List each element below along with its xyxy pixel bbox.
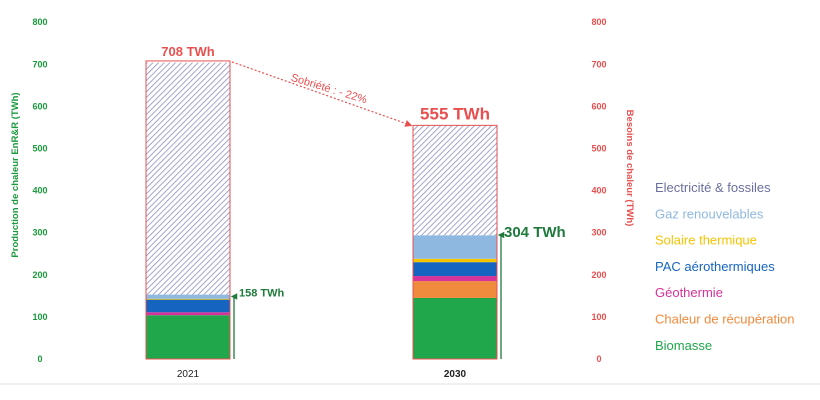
legend: Electricité & fossiles Gaz renouvelables S… [655,180,794,353]
y-axis-right-ticks: 0 100 200 300 400 500 600 700 800 [591,17,606,364]
y-tick-left-label: 700 [32,59,47,69]
legend-item: Gaz renouvelables [655,206,764,221]
y-tick-right-label: 100 [591,312,606,322]
legend-item: PAC aérothermiques [655,259,775,274]
bar-segment [413,281,497,298]
production-label-2030: 304 TWh [504,224,566,241]
bars: 2021 2030 [145,60,498,380]
legend-item: Solaire thermique [655,233,757,248]
y-tick-left-label: 400 [32,186,47,196]
y-tick-right-label: 500 [591,144,606,154]
needs-label-2021: 708 TWh [161,44,215,59]
sobriete-arrow [231,61,413,127]
x-tick-label: 2021 [177,369,200,380]
y-axis-left-ticks: 0 100 200 300 400 500 600 700 800 [32,17,47,364]
legend-item: Biomasse [655,338,712,353]
y-tick-right-label: 400 [591,186,606,196]
bar-segment [146,62,230,295]
bar-segment [413,258,497,263]
y-tick-left-label: 800 [32,17,47,27]
bar-segment [146,315,230,359]
bar-segment [413,262,497,277]
y-tick-right-label: 0 [596,354,601,364]
y-tick-left-label: 200 [32,270,47,280]
production-label-2021: 158 TWh [239,287,285,299]
bar-segment [146,298,230,300]
needs-outline [145,60,231,360]
y-tick-left-label: 600 [32,101,47,111]
y-tick-right-label: 600 [591,101,606,111]
bar-segment [146,299,230,313]
y-tick-right-label: 800 [591,17,606,27]
bar-segment [413,297,497,359]
bar-segment [413,125,497,236]
y-tick-left-label: 0 [37,354,42,364]
bar-segment [146,294,230,299]
y-tick-right-label: 300 [591,228,606,238]
bar-segment [413,235,497,259]
legend-item: Chaleur de récupération [655,312,794,327]
bar-segment [413,276,497,282]
y-tick-left-label: 500 [32,144,47,154]
needs-label-2030: 555 TWh [420,104,490,123]
sobriete-label: Sobriété : - 22% [289,72,368,107]
y-axis-left-label: Production de chaleur EnR&R (TWh) [10,92,21,257]
legend-item: Electricité & fossiles [655,180,771,195]
y-axis-right-label: Besoins de chaleur (TWh) [624,110,635,227]
legend-item: Géothermie [655,285,723,300]
y-tick-right-label: 700 [591,59,606,69]
y-tick-left-label: 100 [32,312,47,322]
x-tick-label: 2030 [444,369,467,380]
y-tick-right-label: 200 [591,270,606,280]
needs-outline [412,124,498,360]
bar-segment [146,312,230,316]
y-tick-left-label: 300 [32,228,47,238]
